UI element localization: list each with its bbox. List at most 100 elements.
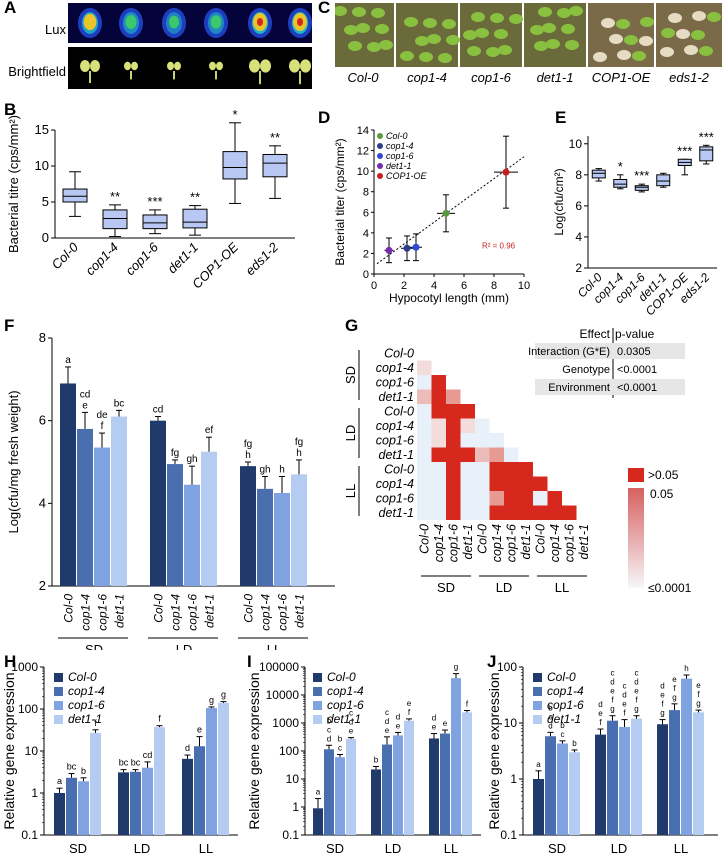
seedling-photo-1 [332, 3, 394, 67]
leaf [419, 52, 433, 62]
legend-label: cop1-4 [327, 684, 364, 698]
lux-spot-5 [248, 8, 272, 38]
leaf [561, 24, 575, 34]
heat-cell [504, 491, 519, 506]
col-label: cop1-4 [432, 524, 446, 562]
significance-letter: d [610, 678, 614, 687]
significance-letter: g [696, 699, 700, 708]
lux-core [168, 15, 180, 29]
significance-letter: fg [295, 437, 303, 448]
lux-hot [297, 18, 303, 26]
chart-d-scatter: 0 2 4 6 8 10 12 14 0 2 4 6 8 10 Hypocotyl length (mm) B… [333, 125, 530, 305]
legend-label: cop1-4 [68, 684, 105, 698]
leaf [348, 41, 362, 51]
significance-letter: e [660, 691, 665, 700]
heat-cell [518, 476, 533, 491]
iqr-box [613, 178, 628, 188]
heat-cell [547, 505, 562, 520]
col-label: det1-1 [577, 524, 591, 559]
leaf [494, 29, 508, 39]
bar-det1-1 [693, 712, 704, 835]
legend-swatch [533, 701, 542, 710]
chart-g-heatmap: Col-0cop1-4cop1-6det1-1Col-0cop1-4cop1-6… [345, 327, 692, 595]
cotyledon [216, 61, 223, 71]
bar-cop1-6 [184, 484, 200, 586]
y-tick-label: 14 [357, 125, 369, 137]
heat-cell [533, 476, 548, 491]
significance-letter: b [560, 721, 565, 730]
heat-cell [489, 462, 504, 477]
bar-Col-0 [240, 466, 256, 586]
panel-label-c: C [318, 0, 331, 17]
photo-label-3: cop1-6 [471, 70, 511, 85]
heat-cell [518, 491, 533, 506]
significance-letter: e [443, 719, 448, 728]
seedling-photos [332, 3, 722, 67]
leaf [463, 30, 477, 40]
table-header-pvalue: p-value [615, 327, 655, 341]
legend-label: COP1-OE [386, 171, 428, 181]
seedling-photo-2 [396, 3, 460, 67]
photos-svg [332, 3, 722, 67]
row-label: det1-1 [379, 390, 414, 404]
iqr-box [142, 214, 168, 230]
seedling-5 [249, 59, 271, 85]
heat-cell [446, 491, 461, 506]
leaf [593, 52, 607, 62]
y-tick-label: 6 [363, 207, 369, 219]
bar-cop1-4 [440, 733, 450, 835]
iqr-box [656, 174, 671, 187]
photo-label-5: COP1-OE [591, 70, 651, 85]
x-category-label: cop1-4 [82, 240, 121, 279]
significance-letter: g [660, 709, 664, 718]
leaf [498, 45, 512, 55]
col-label: cop1-4 [490, 524, 504, 562]
panel-label-f: F [4, 316, 15, 335]
significance-letter: g [610, 705, 614, 714]
leaf [661, 28, 675, 38]
y-tick-label: 2 [39, 578, 46, 593]
leaf [486, 47, 500, 57]
lux-image-svg [78, 8, 312, 38]
bar-cop1-6 [451, 678, 461, 835]
point-COP1-OE [494, 135, 518, 209]
significance-letter: f [661, 700, 664, 709]
significance-letter: a [57, 776, 62, 786]
colorbar-top [628, 468, 644, 482]
panel-label-h: H [4, 652, 17, 671]
heat-cell [431, 462, 446, 477]
x-category-label: eds1-2 [242, 239, 281, 278]
bar-cop1-4 [607, 720, 618, 835]
lux-image [68, 3, 312, 43]
leaf [423, 18, 437, 28]
significance-stars: * [618, 159, 623, 174]
legend-swatch [313, 673, 322, 682]
heat-cell [489, 433, 504, 448]
group-label: LD [176, 642, 193, 650]
heat-cell [431, 491, 446, 506]
y-tick-label: 8 [39, 330, 46, 345]
significance-stars: *** [677, 143, 692, 158]
significance-letter: gh [259, 464, 270, 475]
bar-cop1-4 [77, 428, 93, 586]
significance-letter: d [432, 714, 436, 723]
data-point [502, 168, 510, 176]
seedling-1 [80, 60, 100, 83]
legend-marker [377, 173, 383, 179]
leaf [617, 50, 631, 60]
cotyledon [124, 61, 131, 71]
row-label: Col-0 [384, 405, 414, 419]
significance-letter: e [634, 687, 639, 696]
x-category-label: cop1-6 [122, 239, 161, 278]
leaf [542, 23, 556, 33]
y-tick-label: 10 [286, 772, 300, 786]
significance-letter: bc [119, 758, 129, 768]
x-tick-label: 10 [518, 280, 530, 292]
y-tick-label: 100000 [259, 660, 299, 674]
significance-letter: c [623, 682, 627, 691]
col-label: cop1-6 [562, 524, 576, 562]
leaf [668, 13, 682, 23]
heat-cell [431, 375, 446, 390]
